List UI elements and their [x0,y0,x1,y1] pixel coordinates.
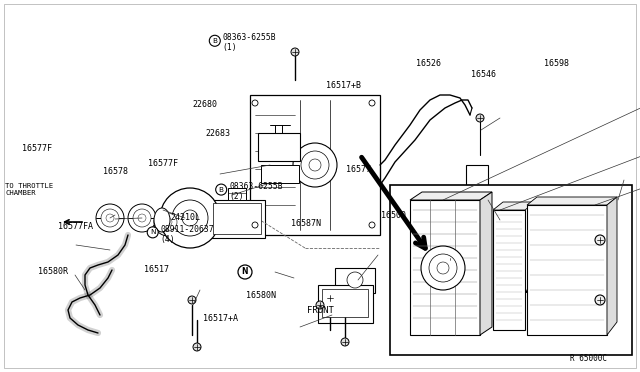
Bar [527,205,607,335]
Text: 16580R: 16580R [38,267,68,276]
Bar [228,188,246,200]
Text: TO THROTTLE
CHAMBER: TO THROTTLE CHAMBER [5,183,53,196]
Text: 16500: 16500 [381,211,406,220]
Circle shape [595,235,605,245]
Circle shape [138,214,146,222]
Text: 08363-6255B
(1): 08363-6255B (1) [223,33,276,52]
Circle shape [147,227,158,238]
Circle shape [133,209,151,227]
Polygon shape [527,197,617,205]
Text: 16517+A: 16517+A [204,314,238,323]
Text: 16577F: 16577F [148,159,178,168]
Polygon shape [607,197,617,335]
Text: 16526: 16526 [416,59,442,68]
Bar [318,285,373,323]
Text: B: B [219,187,224,193]
Text: B: B [212,38,218,44]
Bar [493,210,525,330]
Text: 16546: 16546 [470,70,496,79]
Bar [261,165,299,183]
Ellipse shape [154,208,170,232]
Text: 16577FA: 16577FA [58,222,93,231]
Text: R 65000C: R 65000C [570,355,607,363]
Circle shape [341,338,349,346]
Bar [390,185,632,355]
Circle shape [182,210,198,226]
Bar [213,203,261,234]
Bar [210,200,265,238]
Circle shape [96,204,124,232]
Circle shape [369,100,375,106]
Polygon shape [493,202,535,210]
Text: 16578: 16578 [102,167,128,176]
Text: 16577F: 16577F [22,144,52,153]
Text: FRONT: FRONT [307,306,333,315]
Text: N: N [150,230,156,235]
Circle shape [369,222,375,228]
Circle shape [309,159,321,171]
Circle shape [421,246,465,290]
Circle shape [101,209,119,227]
Text: 16580N: 16580N [246,291,276,300]
Circle shape [209,35,220,46]
Text: 16598: 16598 [544,59,570,68]
Circle shape [238,265,252,279]
Circle shape [252,100,258,106]
Text: 22683: 22683 [205,129,230,138]
Circle shape [128,204,156,232]
Bar [322,289,368,317]
Circle shape [172,200,208,236]
Text: 16587N: 16587N [291,219,321,228]
Circle shape [106,214,114,222]
Circle shape [301,151,329,179]
Circle shape [159,213,177,231]
Circle shape [595,295,605,305]
Bar [258,133,300,161]
Circle shape [252,222,258,228]
Circle shape [291,48,299,56]
Circle shape [188,296,196,304]
Circle shape [216,184,227,195]
Text: 08911-20637
(4): 08911-20637 (4) [161,225,214,244]
Text: 08363-6255B
(2): 08363-6255B (2) [229,182,283,201]
Circle shape [316,301,324,309]
Circle shape [193,343,201,351]
Circle shape [154,208,182,236]
Text: 16517: 16517 [144,265,169,274]
Text: 16577: 16577 [346,165,371,174]
Bar [250,95,380,235]
Circle shape [476,114,484,122]
Circle shape [347,272,363,288]
Circle shape [293,143,337,187]
Circle shape [160,188,220,248]
Circle shape [164,218,172,226]
Circle shape [326,294,334,302]
Polygon shape [410,192,492,200]
Text: 22680: 22680 [192,100,218,109]
Bar [410,200,480,335]
Bar [335,268,375,293]
Bar [466,165,488,200]
Text: N: N [242,267,248,276]
Circle shape [429,254,457,282]
Text: 24210L: 24210L [171,213,200,222]
Circle shape [437,262,449,274]
Polygon shape [480,192,492,335]
Text: 16517+B: 16517+B [326,81,362,90]
